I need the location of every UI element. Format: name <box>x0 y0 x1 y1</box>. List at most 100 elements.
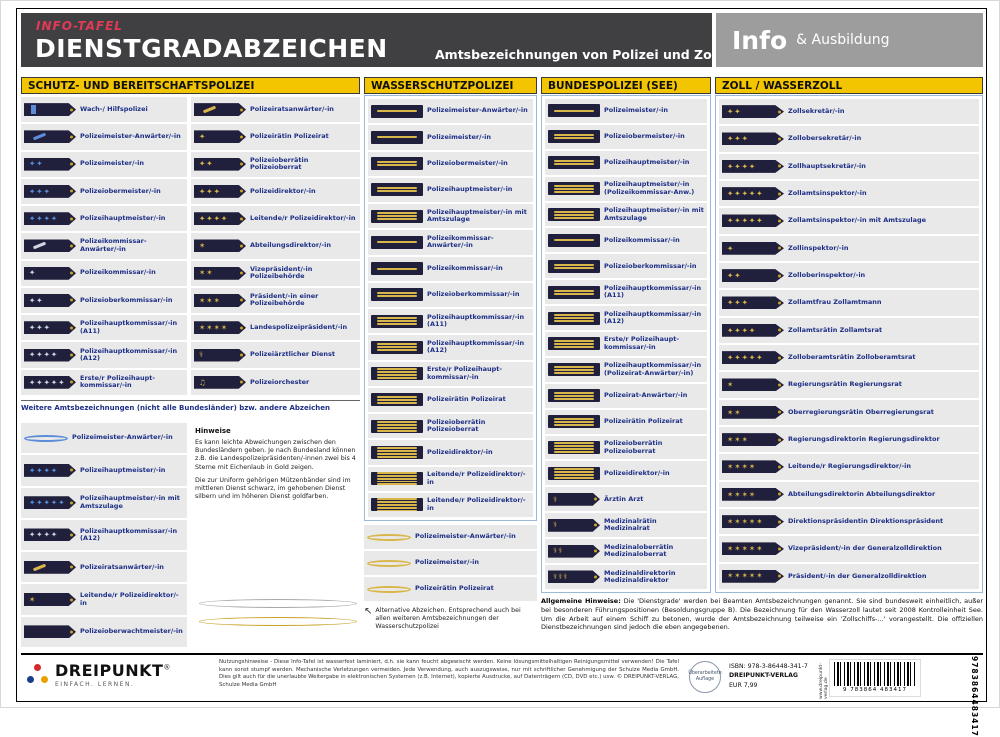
rank-label: Polizeikommissar-Anwärter/-in <box>80 237 147 253</box>
rank-label: Ärztin Arzt <box>604 494 644 503</box>
epaulette-icon: ✦ ✦ ✦ <box>194 184 246 198</box>
rank-row: ✦ ✦ ✦ Polizeihauptkom­missar/-in (A11) <box>21 315 187 341</box>
rank-label: Polizeimeister-Anwärter/-in <box>80 132 181 141</box>
epaulette-icon <box>548 285 600 299</box>
rank-label: Oberregierungsrätin Oberregierungsrat <box>788 407 934 416</box>
edition-badge: Überarbeitete Auflage <box>688 661 722 693</box>
rank-row: ✦ ✦ ✦ ✦ Polizeihauptkom­missar/-in (A12) <box>21 519 187 551</box>
epaulette-icon <box>548 156 600 170</box>
rank-label: Polizeiober­kommissar/-in <box>427 290 520 299</box>
kicker-label: INFO-TAFEL <box>36 19 123 33</box>
epaulette-icon: ✦ ✦ <box>24 293 76 307</box>
rank-row: Polizeiober­wachtmeister/-in <box>21 616 187 647</box>
epaulette-icon <box>548 182 600 196</box>
arrow-up-icon: ↖ <box>364 606 373 617</box>
rank-label: Zollamtsrätin Zollamtsrat <box>788 325 883 334</box>
series-badge-sub: & Ausbildung <box>796 32 890 48</box>
epaulette-icon <box>548 233 600 247</box>
rank-row: Polizeimeister-Anwärter/-in <box>368 99 533 124</box>
publisher-tagline: EINFACH. LERNEN. <box>55 681 135 688</box>
rank-label: Polizeihauptmeister/-in (Polizeikommissa… <box>604 180 695 196</box>
rank-row: ✦ ✦ ✦ ✦ Zollamtsrätin Zollamtsrat <box>719 317 979 343</box>
general-note-title: Allgemeine Hinweise: <box>541 597 621 605</box>
rank-row: ✦ ✦ Polizeimeister/-in <box>21 151 187 177</box>
rank-label: Zollamtsinspektor/-in <box>788 188 867 197</box>
epaulette-icon: ✦ ✦ <box>24 157 76 171</box>
rank-row: ✶ ✶ Oberregierungsrätin Oberregierungsrat <box>719 399 979 425</box>
rank-row: Wach-/ Hilfs­polizei <box>21 97 187 123</box>
column-header-wasserschutz: WASSERSCHUTZPOLIZEI <box>364 77 537 94</box>
rank-label: Abteilungs­direktor/-in <box>250 241 331 250</box>
rank-label: Präsident/-in der Generalzolldirektion <box>788 571 927 580</box>
epaulette-icon: ✦ ✦ ✦ ✦ <box>722 323 784 337</box>
rank-row: ⚕ ⚕ ⚕ Medizinaldirektorin Medizinaldirektor <box>545 565 707 589</box>
rank-row: ✶ Abteilungs­direktor/-in <box>191 233 360 259</box>
epaulette-icon <box>548 104 600 118</box>
epaulette-icon <box>371 393 423 407</box>
rank-row: ✦ ✦ Zollsekretär/-in <box>719 99 979 125</box>
rank-row: Polizeihauptkom­missar/-in (A11) <box>545 280 707 305</box>
rank-row: Erste/r Polizeihaupt­kommissar/-in <box>368 361 533 386</box>
epaulette-icon: ⚕ <box>194 348 246 362</box>
rank-row: Polizeihaupt­meister/-in <box>368 177 533 202</box>
rank-row: ✦ ✦ ✦ ✦ Polizeihaupt­meister/-in <box>21 206 187 232</box>
epaulette-icon <box>371 472 423 486</box>
rank-label: Polizeihauptkom­missar/-in (A11) <box>427 312 525 329</box>
rank-row: ✶ ✶ ✶ ✶ ✶ Direktionspräsidentin Direktionsprä… <box>719 508 979 535</box>
rank-row: Leitende/r Polizei­direktor/-in <box>368 466 533 491</box>
rank-row: Polizeimeister/-in <box>368 125 533 150</box>
rank-label: Polizeidirektor/-in <box>427 447 493 456</box>
rank-label: Polizeioberkom­missar/-in <box>80 295 173 304</box>
ean-vertical-number: 9783864483417 <box>970 656 979 737</box>
column-header-bundespolizei: BUNDESPOLIZEI (SEE) <box>541 77 711 94</box>
rank-label: Polizeihaupt­meister/-in <box>427 185 513 194</box>
rank-row: Polizeiober­kommissar/-in <box>545 254 707 279</box>
rank-row: Polizeihauptkom­missar/-in (Polizeirat-A… <box>545 357 707 382</box>
epaulette-icon <box>371 183 423 197</box>
epaulette-icon <box>371 498 423 512</box>
bundespolizei-box: Polizeimeister/-in Polizeiober­meister/-i… <box>541 95 711 593</box>
rank-label: Polizeirat-Anwärter/-in <box>604 391 688 399</box>
rank-row: ✦ ✦ Zolloberinspektor/-in <box>719 262 979 289</box>
rank-label: Polizeihauptkom­missar/-in (A12) <box>80 346 178 363</box>
rank-row: Polizeirätin Polizeirat <box>364 577 537 601</box>
rank-label: Polizeiorchester <box>250 377 310 386</box>
epaulette-icon <box>371 235 423 249</box>
rank-row: Polizeidirektor/-in <box>545 461 707 486</box>
rank-label: Polizeihaupt­meister/-in <box>80 465 166 474</box>
rank-label: Polizeihauptkom­missar/-in (A12) <box>604 309 702 326</box>
footer-divider <box>21 653 983 655</box>
epaulette-icon: ✦ ✦ ✦ ✦ <box>194 212 246 226</box>
epaulette-icon <box>24 103 76 117</box>
rank-row: ✶ ✶ ✶ ✶ ✶ Vizepräsident/-in der Generalzolldi… <box>719 536 979 562</box>
epaulette-icon <box>371 209 423 223</box>
publisher-name: DREIPUNKT-VERLAG <box>729 672 798 680</box>
rank-row: ✶ ✶ ✶ ✶ Abteilungsdirektorin Abteilungsdirek… <box>719 481 979 507</box>
general-note: Allgemeine Hinweise: Die 'Dienstgrade' w… <box>541 597 983 632</box>
rank-label: Zollinspektor/-in <box>788 243 849 252</box>
rank-row: Polizeioberrätin Polizeioberrat <box>545 435 707 460</box>
rank-label: Erste/r Polizeihaupt­kommissar/-in <box>604 335 680 351</box>
isbn-number: ISBN: 978-3-86448-341-7 <box>729 663 808 670</box>
rank-label: Leitende/r Polizei­direktor/-in <box>427 496 526 512</box>
epaulette-icon <box>548 363 600 377</box>
rank-label: Regierungsdirektorin Regierungsdirektor <box>788 434 940 443</box>
epaulette-icon: ✶ ✶ ✶ <box>722 433 784 447</box>
epaulette-icon: ♫ <box>194 375 246 389</box>
rank-label: Polizeikommissar-Anwärter/-in <box>427 233 494 250</box>
epaulette-icon: ✶ ✶ ✶ ✶ ✶ <box>722 569 784 583</box>
rank-row: Polizeihaupt­meister/-in <box>545 150 707 175</box>
rank-label: Polizeikom­missar/-in <box>604 235 680 244</box>
rank-row: ✦ ✦ ✦ Polizei­direktor/-in <box>191 178 360 205</box>
rank-row: ⚕ Polizeiärztlicher Dienst <box>191 342 360 368</box>
page-title: DIENSTGRADABZEICHEN <box>35 34 388 63</box>
rank-label: Polizeioberrätin Polizeioberrat <box>427 417 486 434</box>
rank-label: Polizeirätin Polizeirat <box>250 132 329 141</box>
epaulette-icon <box>24 625 76 639</box>
rank-row: Polizeimeister/-in <box>545 99 707 123</box>
rank-row: ✦ ✦ ✦ ✦ Polizeihaupt­meister/-in <box>21 455 187 486</box>
rank-row: Polizeirats­anwärter/-in <box>21 552 187 583</box>
rank-label: Polizeikom­missar/-in <box>427 263 503 272</box>
price-label: EUR 7,99 <box>729 681 758 689</box>
rank-row: ✦ ✦ ✦ ✦ ✦ Erste/r Polizeihaupt­kommissar/-in <box>21 369 187 395</box>
